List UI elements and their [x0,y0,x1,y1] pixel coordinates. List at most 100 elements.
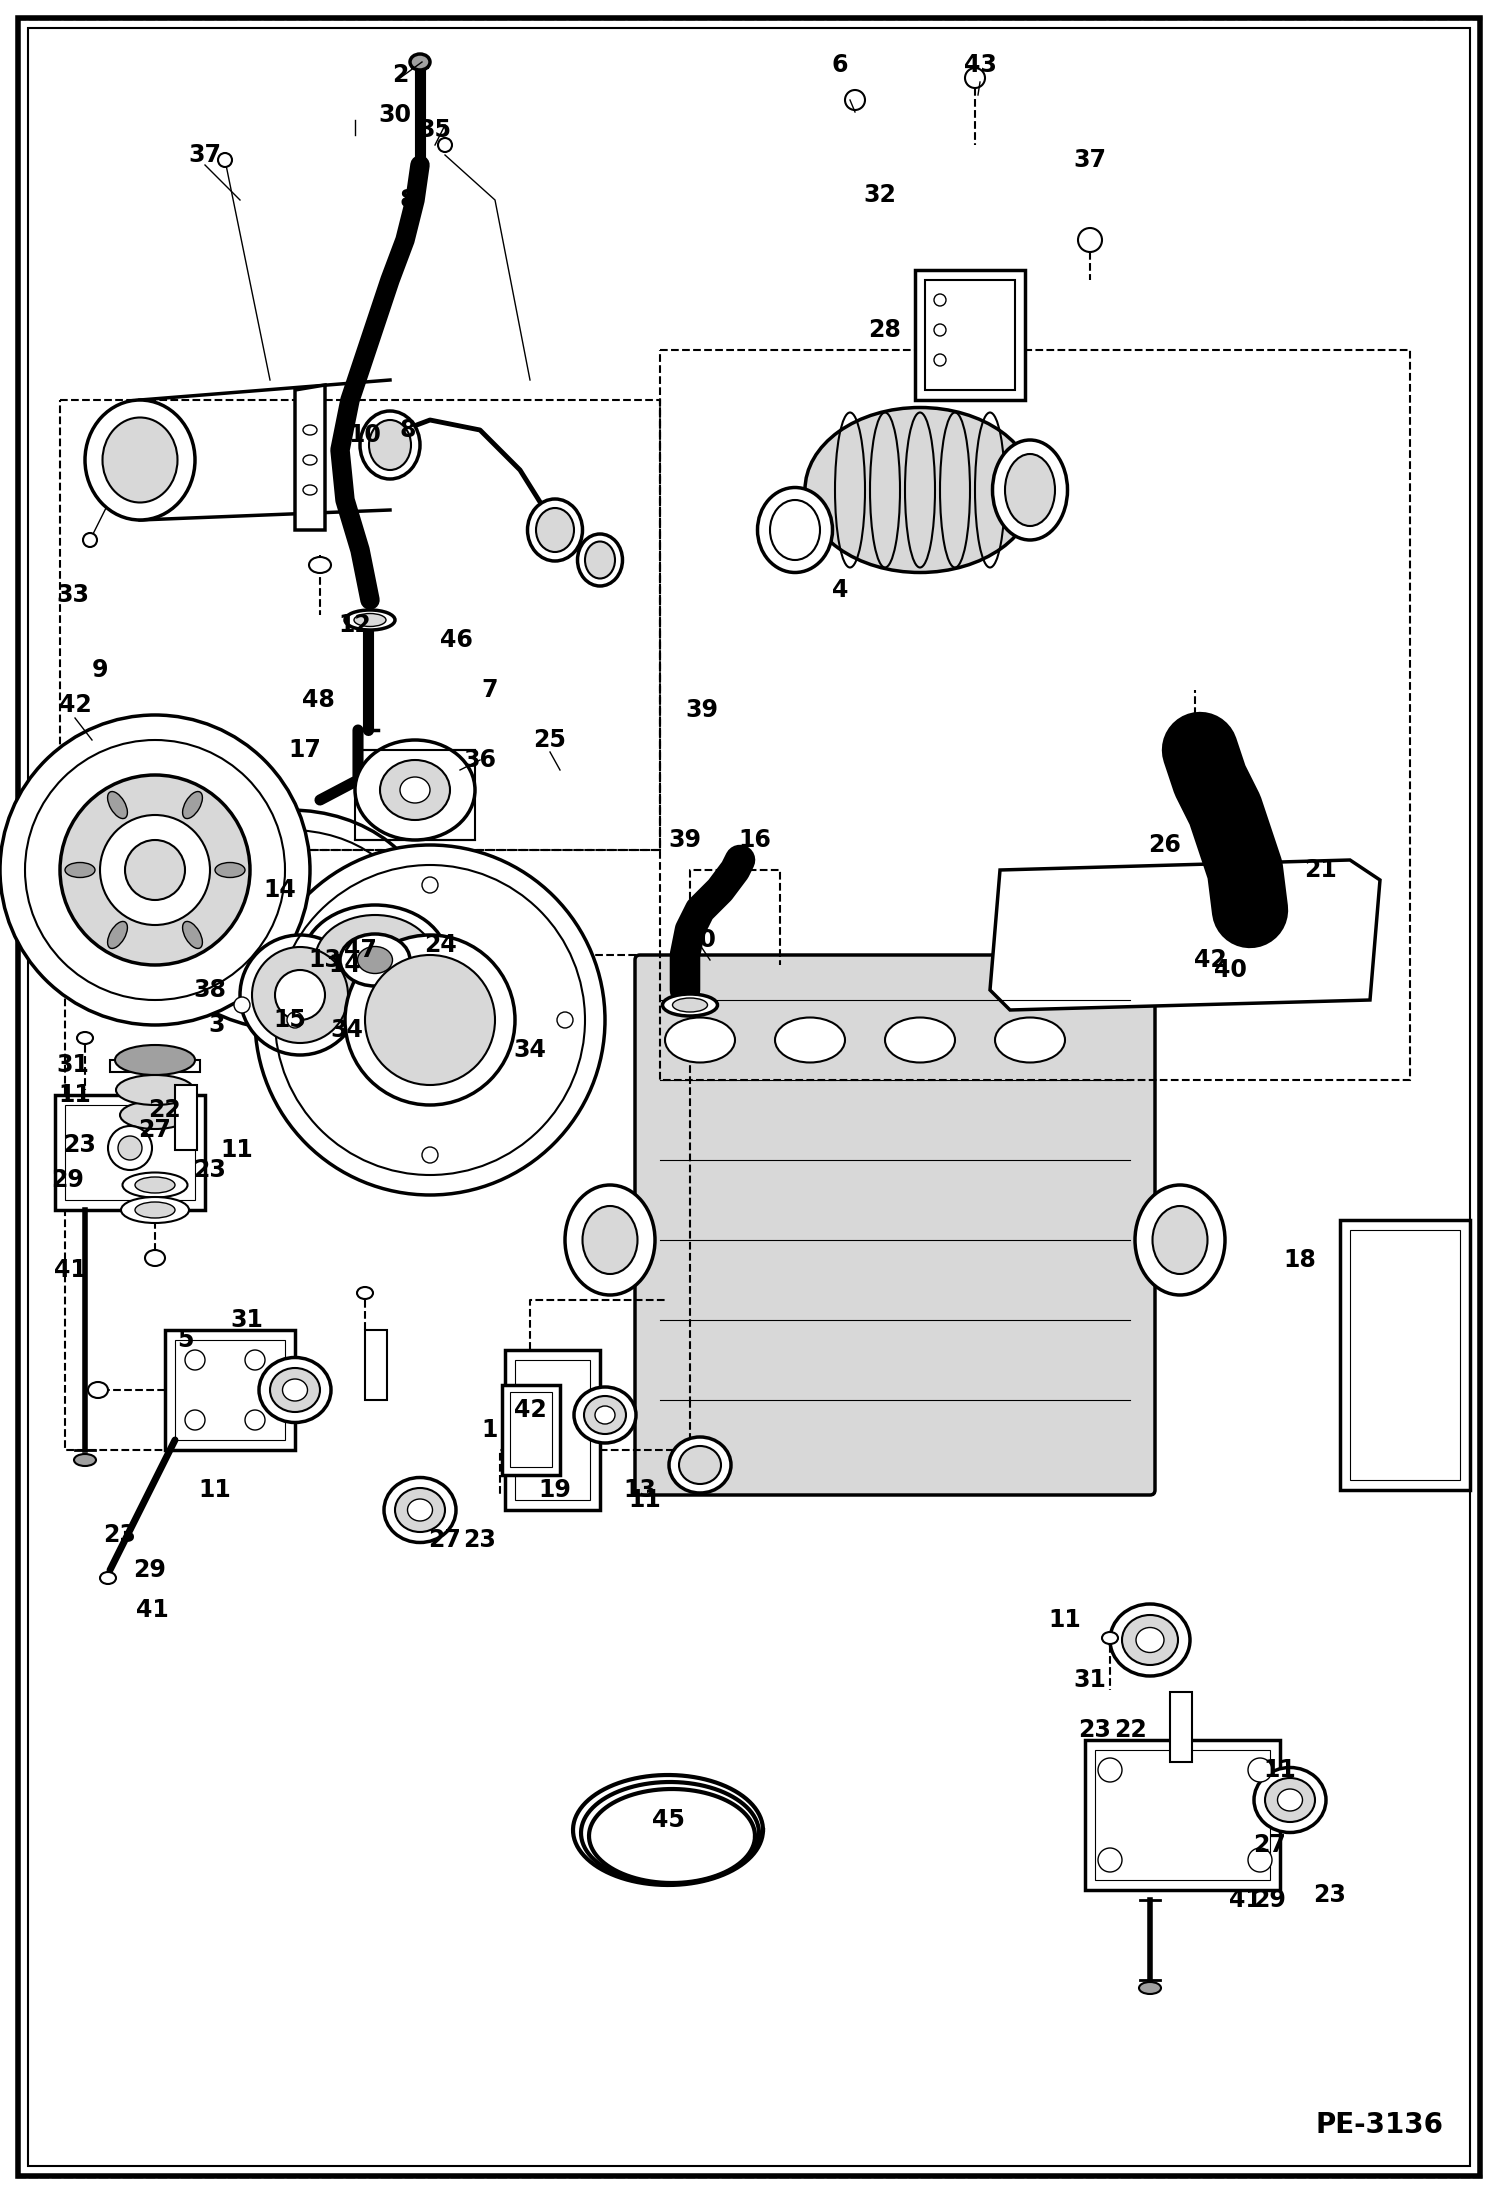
Ellipse shape [354,614,386,627]
Bar [661,351,1410,1079]
Ellipse shape [259,1358,331,1422]
Text: 30: 30 [379,103,412,127]
Ellipse shape [804,408,1035,573]
Bar [148,1073,162,1112]
Bar [924,281,1016,391]
Bar [515,1360,590,1501]
Text: 41: 41 [1228,1889,1261,1911]
Text: 9: 9 [91,658,108,682]
Text: 41: 41 [54,1257,87,1281]
Ellipse shape [303,485,318,496]
Ellipse shape [1135,1185,1225,1294]
Ellipse shape [315,915,434,1005]
Ellipse shape [536,509,574,553]
Text: 11: 11 [1049,1608,1082,1632]
Ellipse shape [303,454,318,465]
Circle shape [1098,1847,1122,1871]
Bar [1341,1220,1470,1490]
Ellipse shape [595,1406,616,1424]
Circle shape [1079,228,1103,252]
Circle shape [124,840,184,900]
Circle shape [422,878,437,893]
Text: 29: 29 [51,1167,84,1191]
Text: 4: 4 [831,577,848,601]
Ellipse shape [774,1018,845,1062]
Bar [366,1330,386,1400]
Ellipse shape [1254,1768,1326,1832]
Text: 46: 46 [439,627,472,652]
Bar [175,1341,285,1439]
Text: 1: 1 [482,1417,499,1441]
Text: 26: 26 [1149,834,1182,858]
FancyBboxPatch shape [635,954,1155,1494]
Circle shape [108,1126,151,1169]
Text: 22: 22 [1113,1718,1146,1742]
Circle shape [252,948,348,1042]
Text: 36: 36 [463,748,496,772]
Circle shape [276,970,325,1020]
Circle shape [246,1411,265,1430]
Text: 10: 10 [349,423,382,448]
Ellipse shape [270,1369,321,1413]
Text: 37: 37 [189,143,222,167]
Circle shape [345,935,515,1106]
Bar [165,1330,295,1450]
Ellipse shape [115,1075,195,1106]
Bar [64,1106,195,1200]
Circle shape [100,814,210,926]
Ellipse shape [123,1172,187,1198]
Text: 31: 31 [1074,1667,1107,1692]
Polygon shape [990,860,1380,1009]
Circle shape [288,1011,303,1029]
Ellipse shape [770,500,819,559]
Text: 22: 22 [148,1097,181,1121]
Ellipse shape [574,1387,637,1444]
Text: 29: 29 [133,1558,166,1582]
Text: 41: 41 [136,1597,168,1621]
Bar [915,270,1025,399]
Ellipse shape [1278,1788,1302,1810]
Text: 23: 23 [103,1523,136,1547]
Ellipse shape [578,533,623,586]
Text: 37: 37 [1074,147,1107,171]
Text: 8: 8 [400,189,416,213]
Text: 12: 12 [339,612,372,636]
Text: 11: 11 [220,1139,253,1163]
Ellipse shape [437,138,452,151]
Ellipse shape [108,792,127,818]
Text: 48: 48 [301,689,334,713]
Text: 8: 8 [400,419,416,441]
Text: 27: 27 [428,1527,461,1551]
Circle shape [1248,1847,1272,1871]
Text: 16: 16 [739,827,771,851]
Text: 31: 31 [231,1308,264,1332]
Ellipse shape [216,862,246,878]
Bar [60,399,661,849]
Bar [55,1095,205,1211]
Text: 35: 35 [418,118,451,143]
Ellipse shape [357,1288,373,1299]
Text: 40: 40 [1213,959,1246,983]
Bar [505,1349,601,1509]
Text: 19: 19 [539,1479,571,1503]
Ellipse shape [410,55,430,70]
Text: 11: 11 [629,1488,662,1512]
Ellipse shape [1103,1632,1118,1643]
Ellipse shape [1110,1604,1189,1676]
Text: 27: 27 [138,1119,171,1143]
Text: 25: 25 [533,728,566,753]
Ellipse shape [993,441,1068,540]
Text: 28: 28 [869,318,902,342]
Text: 27: 27 [1254,1832,1287,1856]
Ellipse shape [679,1446,721,1483]
Text: 21: 21 [1303,858,1336,882]
Ellipse shape [407,1499,433,1520]
Text: 14: 14 [328,952,361,976]
Ellipse shape [1152,1207,1207,1275]
Bar [509,1391,551,1468]
Text: 13: 13 [309,948,342,972]
Text: PE-3136: PE-3136 [1315,2111,1443,2139]
Text: 42: 42 [58,693,91,717]
Text: 23: 23 [193,1158,226,1183]
Text: 23: 23 [63,1132,96,1156]
